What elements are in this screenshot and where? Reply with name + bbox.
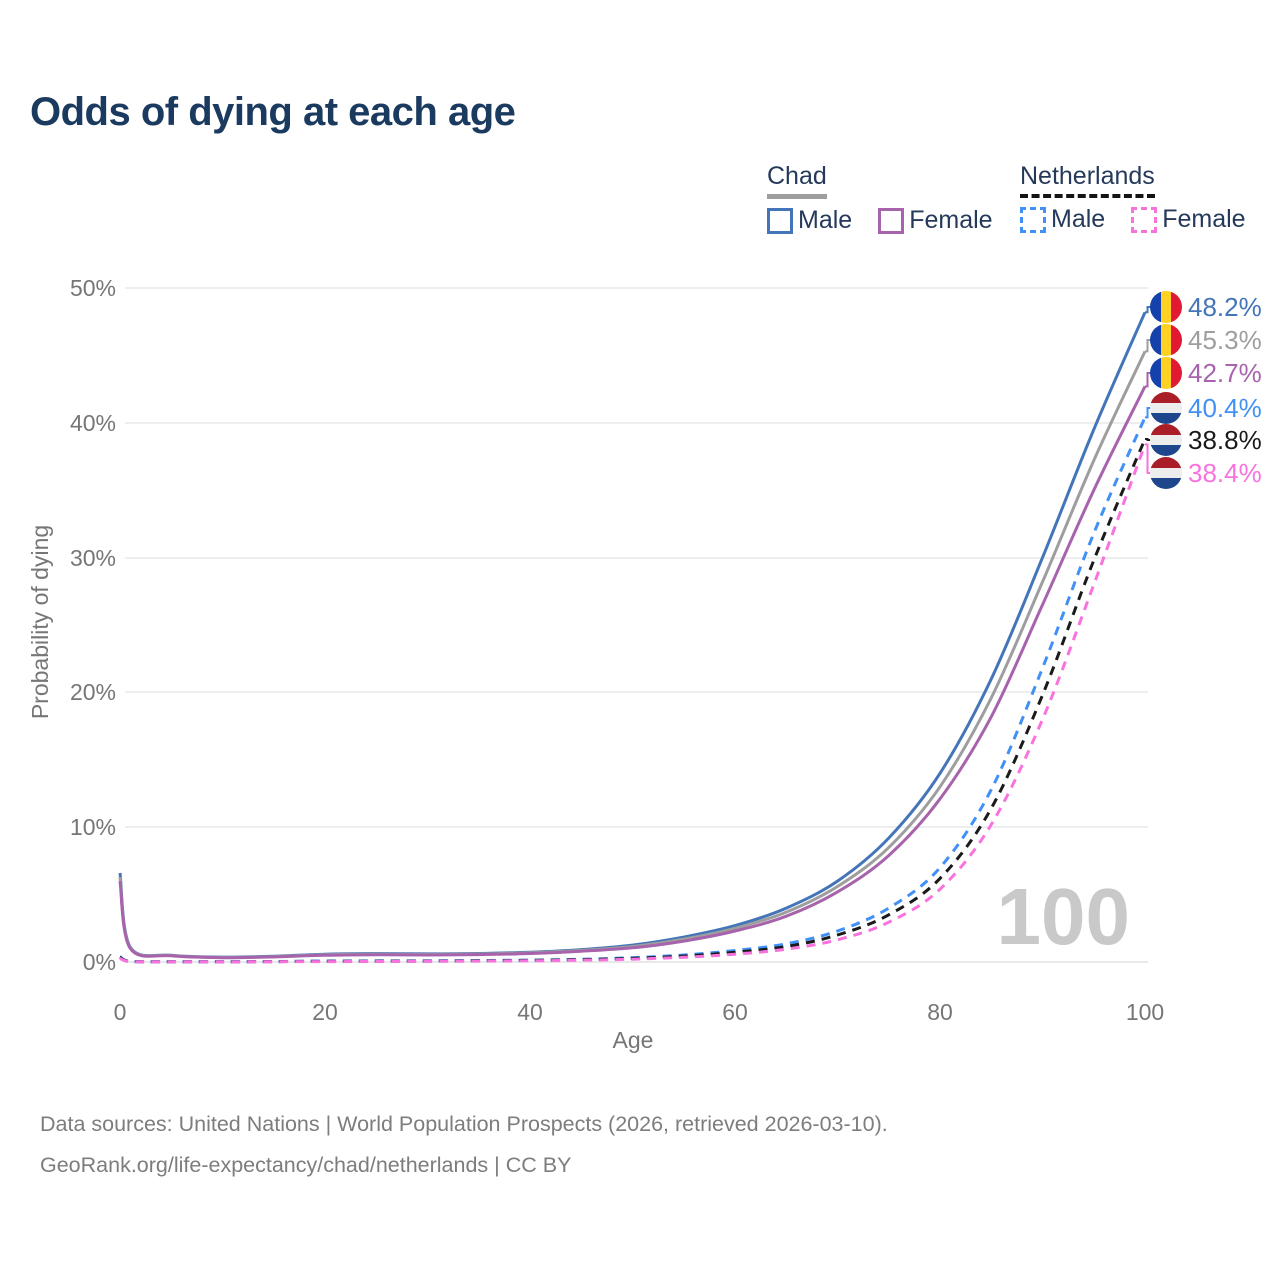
- legend-group-chad: Chad Male Female: [767, 162, 993, 235]
- series-line-chad-both-sexes[interactable]: [118, 350, 1147, 959]
- y-tick: 30%: [70, 545, 116, 571]
- y-tick: 10%: [70, 814, 116, 840]
- label-connector-netherlands-male: [1145, 407, 1152, 419]
- legend-item-chad-male[interactable]: Male: [767, 206, 852, 235]
- chad-male-swatch-icon: [767, 207, 793, 234]
- legend-country-chad: Chad: [767, 162, 827, 199]
- data-sources-line: Data sources: United Nations | World Pop…: [40, 1112, 888, 1136]
- chad-flag-icon: [1150, 291, 1182, 323]
- legend-group-netherlands: Netherlands Male Female: [1020, 162, 1246, 234]
- label-connector-chad-both-sexes: [1145, 339, 1152, 353]
- x-tick: 100: [1126, 999, 1164, 1025]
- page-title: Odds of dying at each age: [30, 90, 516, 134]
- legend-item-label: Female: [909, 206, 993, 234]
- x-axis-title: Age: [613, 1027, 654, 1053]
- legend-item-netherlands-female[interactable]: Female: [1131, 205, 1246, 234]
- legend-item-label: Male: [798, 206, 853, 234]
- label-connector-netherlands-both-sexes: [1145, 438, 1152, 441]
- end-value-label: 38.8%: [1188, 425, 1262, 455]
- y-tick: 20%: [70, 679, 116, 705]
- series-line-chad-female[interactable]: [118, 385, 1147, 960]
- y-axis-ticks: 50% 40% 30% 20% 10% 0%: [70, 275, 116, 975]
- end-value-label: 48.2%: [1188, 292, 1262, 322]
- legend-item-label: Female: [1162, 205, 1246, 233]
- netherlands-flag-icon: [1150, 392, 1182, 424]
- legend-item-chad-female[interactable]: Female: [878, 206, 993, 235]
- end-value-labels: 48.2% 45.3% 42.7% 40.4% 38.8% 38.4%: [1188, 292, 1262, 488]
- series-line-netherlands-male[interactable]: [119, 416, 1147, 964]
- end-value-label: 45.3%: [1188, 325, 1262, 355]
- gridlines: [125, 287, 1148, 963]
- data-sources-footer: Data sources: United Nations | World Pop…: [40, 1104, 888, 1186]
- label-connector-chad-male: [1145, 306, 1152, 314]
- series-curves[interactable]: [118, 306, 1152, 964]
- x-tick: 60: [722, 999, 748, 1025]
- y-tick: 50%: [70, 275, 116, 301]
- netherlands-flag-icon: [1150, 424, 1182, 456]
- chad-female-swatch-icon: [878, 207, 905, 234]
- y-axis-title: Probability of dying: [27, 525, 53, 719]
- age-indicator: 100: [997, 872, 1130, 961]
- legend-item-netherlands-male[interactable]: Male: [1020, 205, 1105, 234]
- netherlands-flag-icon: [1150, 457, 1182, 489]
- netherlands-female-swatch-icon: [1131, 206, 1158, 233]
- end-value-label: 38.4%: [1188, 458, 1262, 488]
- x-tick: 20: [312, 999, 338, 1025]
- x-axis-ticks: 0 20 40 60 80 100: [114, 999, 1165, 1025]
- attribution-line: GeoRank.org/life-expectancy/chad/netherl…: [40, 1153, 572, 1177]
- series-line-netherlands-female[interactable]: [119, 443, 1147, 964]
- chad-flag-icon: [1150, 357, 1182, 389]
- y-tick: 40%: [70, 410, 116, 436]
- legend-item-label: Male: [1051, 205, 1106, 233]
- label-connector-netherlands-female: [1145, 443, 1152, 474]
- x-tick: 80: [927, 999, 953, 1025]
- series-line-chad-male[interactable]: [118, 311, 1147, 959]
- chad-flag-icon: [1150, 324, 1182, 356]
- end-label-flags: [1150, 291, 1182, 489]
- netherlands-male-swatch-icon: [1020, 206, 1046, 233]
- x-tick: 0: [114, 999, 127, 1025]
- end-value-label: 42.7%: [1188, 358, 1262, 388]
- label-connector-chad-female: [1145, 372, 1152, 388]
- end-value-label: 40.4%: [1188, 393, 1262, 423]
- y-tick: 0%: [83, 949, 116, 975]
- legend-country-netherlands: Netherlands: [1020, 162, 1155, 198]
- x-tick: 40: [517, 999, 543, 1025]
